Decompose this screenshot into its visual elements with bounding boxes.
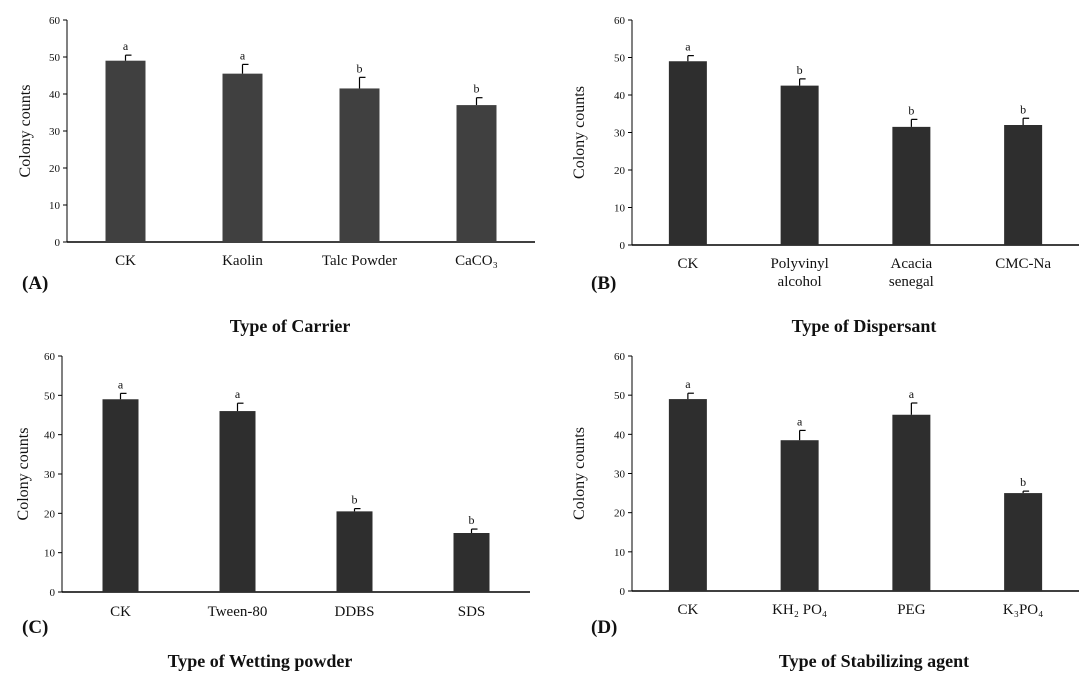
significance-letter: a (240, 48, 246, 62)
y-tick-label: 10 (614, 203, 626, 215)
y-axis-label: Colony counts (571, 427, 588, 520)
y-tick-label: 10 (614, 547, 626, 559)
chart-svg-a: 0 10 20 30 40 50 60 Colony counts a CK a Kaolin b Tal… (17, 15, 535, 269)
panel-label-c: (C) (22, 617, 49, 638)
bar (668, 399, 707, 591)
y-tick-label: 20 (44, 508, 56, 520)
significance-letter: b (908, 103, 914, 117)
y-tick-label: 0 (620, 240, 626, 252)
panel-title-d: Type of Stabilizing agent (778, 651, 970, 671)
panel-label-d: (D) (591, 617, 618, 638)
significance-letter: b (1020, 102, 1026, 116)
category-label: Talc Powder (322, 253, 397, 269)
significance-letter: b (474, 82, 480, 96)
y-axis-label: Colony counts (15, 428, 32, 521)
category-label: CK (115, 253, 136, 269)
bar (102, 399, 139, 592)
chart-svg-c: 0 10 20 30 40 50 60 Colony counts a CK a Tween-80 b D… (15, 351, 530, 620)
y-tick-label: 40 (614, 90, 626, 102)
category-label: CK (677, 256, 698, 272)
significance-letter: b (1020, 475, 1026, 489)
category-label: PEG (897, 602, 926, 618)
y-tick-label: 10 (49, 200, 61, 212)
bar (222, 73, 263, 243)
bar (780, 85, 819, 245)
category-label: Kaolin (222, 253, 263, 269)
y-tick-label: 0 (50, 587, 56, 599)
category-label: CMC-Na (995, 256, 1051, 272)
y-tick-label: 20 (614, 508, 626, 520)
y-axis-label: Colony counts (17, 85, 34, 178)
bar (339, 88, 380, 242)
category-label: Acacia senegal (889, 256, 934, 290)
y-tick-label: 30 (49, 126, 61, 138)
y-tick-label: 50 (614, 390, 626, 402)
significance-letter: b (469, 513, 475, 527)
category-label: Polyvinyl alcohol (770, 256, 828, 290)
significance-letter: a (685, 377, 691, 391)
bar (456, 105, 497, 242)
bar (1004, 125, 1043, 245)
y-tick-label: 0 (620, 586, 626, 598)
bar (453, 533, 490, 592)
y-tick-label: 50 (49, 52, 61, 64)
bar (1004, 493, 1043, 591)
category-label: CK (677, 602, 698, 618)
chart-panel-c: 0 10 20 30 40 50 60 Colony counts a CK a Tween-80 b D… (0, 336, 544, 673)
y-tick-label: 60 (614, 351, 626, 363)
bar (668, 61, 707, 245)
chart-svg-d: 0 10 20 30 40 50 60 Colony counts a CK a KH₂ PO₄ a PE… (571, 351, 1079, 618)
y-tick-label: 0 (55, 237, 61, 249)
y-tick-label: 30 (44, 469, 56, 481)
panel-title-a: Type of Carrier (229, 316, 351, 336)
significance-letter: b (797, 63, 803, 77)
panel-label-a: (A) (22, 273, 49, 294)
chart-panel-b: 0 10 20 30 40 50 60 Colony counts a CK b Polyvinyl a… (544, 0, 1088, 336)
category-label: Tween-80 (208, 604, 268, 620)
y-tick-label: 30 (614, 128, 626, 140)
y-tick-label: 30 (614, 469, 626, 481)
significance-letter: a (797, 414, 803, 428)
category-label: KH₂ PO₄ (772, 602, 827, 618)
category-label: DDBS (334, 604, 374, 620)
significance-letter: b (357, 61, 363, 75)
significance-letter: a (685, 40, 691, 54)
panel-title-c: Type of Wetting powder (167, 651, 353, 671)
panel-title-b: Type of Dispersant (791, 316, 937, 336)
bar (105, 60, 146, 243)
y-tick-label: 50 (614, 53, 626, 65)
y-tick-label: 20 (49, 163, 61, 175)
significance-letter: b (352, 493, 358, 507)
category-label: CaCO₃ (455, 253, 498, 269)
y-tick-label: 40 (49, 89, 61, 101)
category-label: CK (110, 604, 131, 620)
panel-label-b: (B) (591, 273, 617, 294)
category-label: SDS (458, 604, 486, 620)
y-tick-label: 60 (614, 15, 626, 27)
significance-letter: a (123, 39, 129, 53)
y-tick-label: 20 (614, 165, 626, 177)
y-tick-label: 60 (44, 351, 56, 363)
chart-panel-a: 0 10 20 30 40 50 60 Colony counts a CK a Kaolin b Tal… (0, 0, 544, 336)
bar (219, 411, 256, 592)
significance-letter: a (909, 387, 915, 401)
y-tick-label: 60 (49, 15, 61, 27)
y-tick-label: 50 (44, 390, 56, 402)
significance-letter: a (235, 387, 241, 401)
chart-svg-b: 0 10 20 30 40 50 60 Colony counts a CK b Polyvinyl a… (571, 15, 1079, 290)
y-axis-label: Colony counts (571, 86, 588, 179)
y-tick-label: 40 (614, 429, 626, 441)
significance-letter: a (118, 377, 124, 391)
category-label: K₃PO₄ (1003, 602, 1043, 618)
bar (892, 126, 931, 245)
chart-panel-d: 0 10 20 30 40 50 60 Colony counts a CK a KH₂ PO₄ a PE… (544, 336, 1088, 673)
bar (336, 511, 373, 592)
y-tick-label: 10 (44, 548, 56, 560)
bar (780, 440, 819, 591)
bar (892, 414, 931, 591)
y-tick-label: 40 (44, 430, 56, 442)
